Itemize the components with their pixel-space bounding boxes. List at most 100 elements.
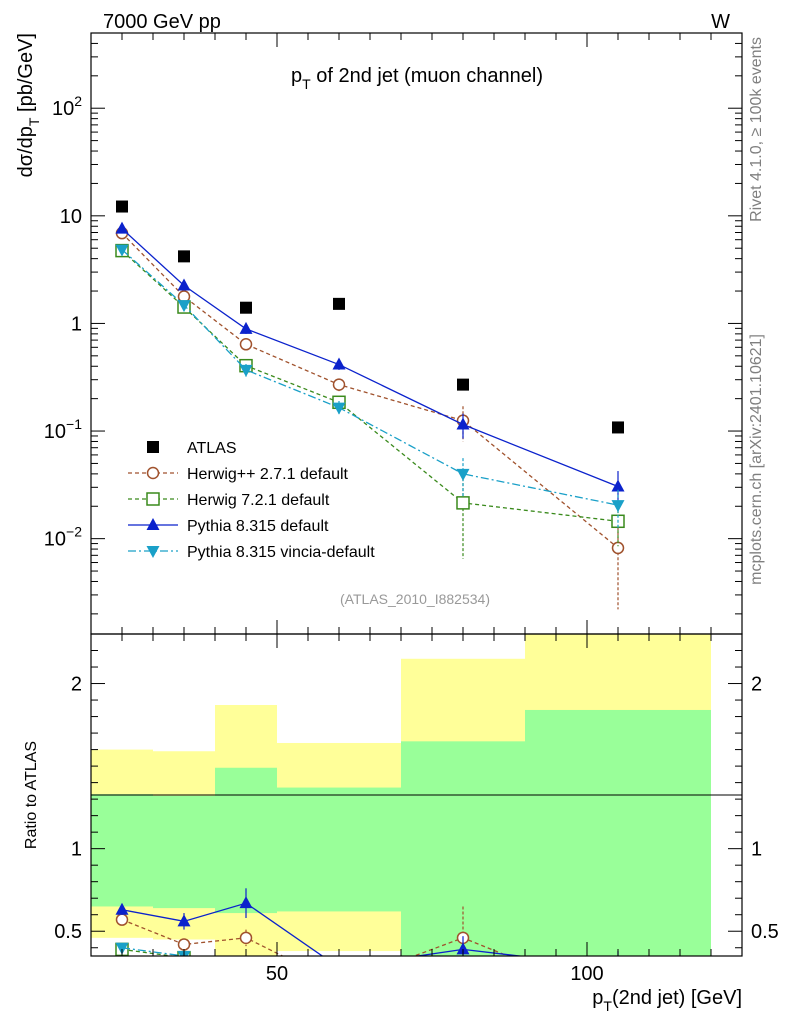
ratio-point xyxy=(115,902,129,915)
legend-label: Pythia 8.315 vincia-default xyxy=(187,544,375,561)
main-series xyxy=(115,200,625,610)
y-tick-label: 10−1 xyxy=(44,416,82,443)
data-point xyxy=(611,500,625,513)
ratio-frame xyxy=(90,633,743,957)
atlas-data-point xyxy=(178,250,190,263)
legend-marker xyxy=(147,441,159,453)
legend-label: Herwig 7.2.1 default xyxy=(187,492,330,509)
legend-entry: Pythia 8.315 vincia-default xyxy=(128,544,375,561)
ratio-line xyxy=(121,948,177,956)
mcplots-label: mcplots.cern.ch [arXiv:2401.10621] xyxy=(748,334,765,585)
data-point xyxy=(239,338,253,351)
x-tick-label: 50 xyxy=(266,963,288,985)
data-point xyxy=(239,321,253,334)
ratio-point xyxy=(456,942,470,955)
ratio-point xyxy=(333,961,346,973)
ratio-point xyxy=(333,988,345,1000)
series-pythia-8-315-default xyxy=(115,221,625,510)
rivet-label: Rivet 4.1.0, ≥ 100k events xyxy=(748,37,765,222)
ratio-series xyxy=(115,888,625,1007)
data-point xyxy=(456,468,470,481)
data-point xyxy=(115,221,129,234)
ratio-series-herwig-2-7-1-default xyxy=(115,906,510,990)
ratio-y-axis-label: Ratio to ATLAS xyxy=(23,741,40,849)
data-point xyxy=(239,364,253,377)
data-point xyxy=(332,402,346,415)
series-atlas xyxy=(116,200,624,434)
x-axis-label: pT(2nd jet) [GeV] xyxy=(592,987,742,1014)
ratio-tick-label-left: 1 xyxy=(71,839,82,861)
series-pythia-8-315-vincia-default xyxy=(115,244,625,529)
legend-entry: Herwig 7.2.1 default xyxy=(128,492,330,509)
ratio-point xyxy=(333,991,346,1003)
y-tick-label: 10 xyxy=(60,206,82,228)
series-line xyxy=(121,250,619,522)
y-tick-label: 1 xyxy=(71,313,82,335)
ratio-point xyxy=(177,914,191,927)
legend-marker xyxy=(146,546,160,558)
legend-marker xyxy=(146,466,160,480)
y-axis-label: dσ/dpT [pb/GeV] xyxy=(15,33,42,177)
ratio-series-pythia-8-315-default xyxy=(115,888,625,973)
ratio-band-inner xyxy=(153,795,215,909)
data-point xyxy=(177,300,191,313)
atlas-data-point xyxy=(333,297,345,310)
data-point xyxy=(332,378,346,391)
ratio-point xyxy=(177,938,191,951)
ratio-point xyxy=(239,931,253,945)
atlas-data-point xyxy=(116,200,128,213)
legend: ATLAS Herwig++ 2.7.1 default Herwig 7.2.1 … xyxy=(128,440,375,561)
ratio-band-inner xyxy=(525,709,711,956)
reference-label: (ATLAS_2010_I882534) xyxy=(340,591,490,607)
header-process: W xyxy=(711,11,730,33)
series-line xyxy=(121,232,619,549)
ratio-point xyxy=(240,960,252,972)
atlas-data-point xyxy=(240,301,252,314)
data-point xyxy=(115,244,129,257)
x-tick-label: 100 xyxy=(570,963,603,985)
y-tick-label: 10−2 xyxy=(44,524,82,551)
axis-ticks: 102 10 1 10−1 10−2 50 100 0.5 0.5 1 1 2 2 xyxy=(44,32,779,985)
ratio-band-inner xyxy=(277,787,401,912)
data-point xyxy=(332,357,346,370)
series-line xyxy=(121,228,619,488)
data-point xyxy=(456,496,470,510)
legend-marker xyxy=(146,492,160,506)
ratio-tick-label-left: 0.5 xyxy=(54,921,82,943)
legend-marker xyxy=(146,518,160,530)
ratio-tick-label-right: 0.5 xyxy=(751,921,779,943)
ratio-tick-label-left: 2 xyxy=(71,674,82,696)
ratio-point xyxy=(612,961,625,973)
ratio-point xyxy=(240,966,253,978)
data-point xyxy=(611,541,625,555)
legend-label: Herwig++ 2.7.1 default xyxy=(187,466,349,483)
legend-label: ATLAS xyxy=(187,440,237,457)
ratio-line xyxy=(121,919,510,956)
ratio-point xyxy=(457,984,470,996)
ratio-line xyxy=(121,947,187,956)
ratio-point xyxy=(457,995,469,1007)
atlas-data-point xyxy=(612,421,624,434)
ratio-tick-label-right: 1 xyxy=(751,839,762,861)
ratio-point xyxy=(239,896,253,909)
ratio-line xyxy=(121,902,525,956)
ratio-point xyxy=(334,979,345,990)
chart-title: pT of 2nd jet (muon channel) xyxy=(291,65,543,92)
y-tick-label: 102 xyxy=(52,93,82,120)
header-energy: 7000 GeV pp xyxy=(103,11,221,33)
legend-entry: Herwig++ 2.7.1 default xyxy=(128,466,349,483)
legend-label: Pythia 8.315 default xyxy=(187,518,329,535)
atlas-data-point xyxy=(457,378,469,391)
data-point xyxy=(177,278,191,291)
legend-entry: Pythia 8.315 default xyxy=(128,518,329,535)
ratio-point xyxy=(115,913,129,926)
ratio-tick-label-right: 2 xyxy=(751,674,762,696)
data-point xyxy=(611,479,625,492)
legend-entry: ATLAS xyxy=(147,440,237,457)
ratio-band-inner xyxy=(91,794,153,907)
ratio-point xyxy=(115,942,129,955)
ratio-band-inner xyxy=(401,741,525,956)
data-point xyxy=(456,417,470,430)
series-line xyxy=(121,249,619,506)
